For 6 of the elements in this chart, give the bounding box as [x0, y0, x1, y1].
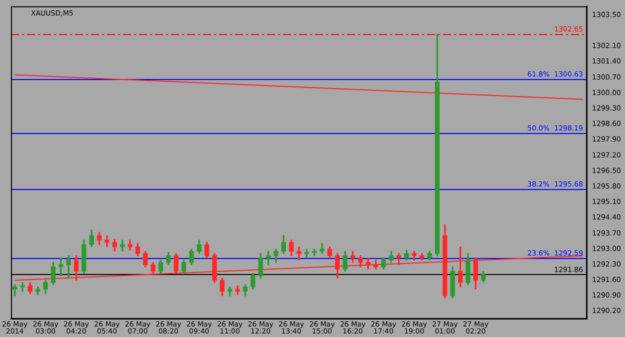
candlestick [128, 240, 132, 250]
candlestick [320, 243, 324, 254]
candlestick [66, 255, 71, 278]
candlestick [20, 282, 25, 292]
candlestick [104, 235, 110, 248]
candlestick [296, 246, 302, 261]
